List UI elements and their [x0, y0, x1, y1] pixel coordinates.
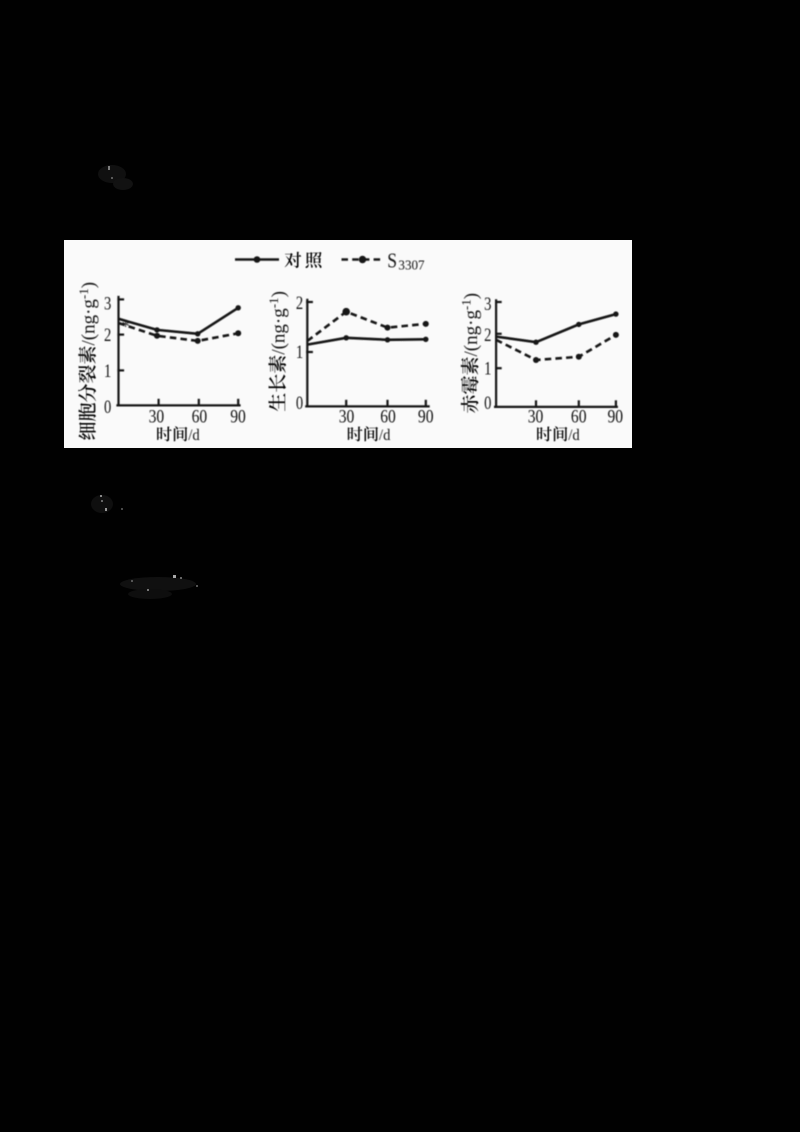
svg-text:1: 1	[484, 359, 491, 380]
svg-text:-1: -1	[459, 299, 474, 310]
svg-text:30: 30	[339, 408, 355, 428]
svg-text:): )	[461, 293, 482, 299]
svg-text:60: 60	[571, 408, 587, 428]
svg-text:/d: /d	[379, 426, 390, 444]
svg-text:3: 3	[484, 294, 491, 315]
svg-text:90: 90	[608, 408, 624, 428]
svg-text:30: 30	[149, 408, 165, 428]
svg-text:-1: -1	[76, 288, 91, 299]
svg-text:2: 2	[296, 293, 303, 314]
svg-text:1: 1	[296, 342, 303, 363]
svg-text:3307: 3307	[398, 258, 424, 273]
svg-text:30: 30	[528, 408, 544, 428]
svg-text:1: 1	[104, 361, 111, 382]
svg-text:3: 3	[104, 294, 111, 315]
svg-text:60: 60	[192, 408, 208, 428]
svg-text:2: 2	[104, 325, 111, 346]
svg-text:90: 90	[230, 408, 246, 428]
svg-text:/(ng·g: /(ng·g	[268, 308, 289, 355]
svg-text:0: 0	[484, 393, 491, 414]
svg-text:S: S	[387, 249, 397, 273]
svg-text:/d: /d	[568, 426, 579, 444]
svg-text:90: 90	[418, 408, 434, 428]
svg-text:60: 60	[380, 408, 396, 428]
svg-text:-1: -1	[266, 297, 281, 308]
svg-text:/(ng·g: /(ng·g	[78, 299, 99, 346]
svg-text:/(ng·g: /(ng·g	[461, 310, 482, 357]
svg-text:0: 0	[296, 393, 303, 414]
svg-text:*: *	[122, 319, 130, 336]
svg-text:): )	[78, 282, 99, 288]
svg-text:0: 0	[104, 397, 111, 418]
svg-text:2: 2	[484, 325, 491, 346]
svg-text:/d: /d	[188, 426, 199, 444]
svg-text:): )	[268, 291, 289, 297]
